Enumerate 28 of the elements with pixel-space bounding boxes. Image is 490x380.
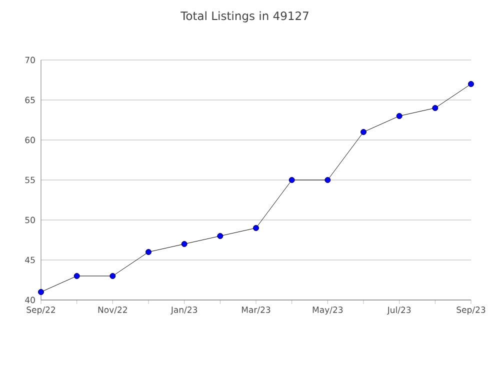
point: [432, 105, 438, 111]
point: [110, 273, 116, 279]
point: [217, 233, 224, 239]
point: [38, 289, 44, 295]
point: [360, 129, 366, 135]
y-tick-label: 55: [25, 176, 35, 184]
x-tick-label: Nov/22: [98, 306, 127, 314]
point: [146, 249, 152, 255]
point: [324, 177, 331, 183]
y-tick-label: 65: [25, 96, 35, 104]
chart-title: Total Listings in 49127: [180, 11, 308, 22]
x-tick-label: Jul/23: [386, 306, 411, 315]
x-tick-label: Jan/23: [170, 306, 198, 315]
point: [74, 273, 80, 279]
x-tick-label: May/23: [312, 306, 343, 315]
point: [181, 241, 188, 247]
point: [396, 113, 402, 119]
y-tick-label: 40: [25, 296, 35, 304]
x-tick-label: Mar/23: [242, 306, 270, 314]
point: [468, 81, 474, 87]
point: [288, 177, 295, 183]
x-tick-label: Sep/22: [26, 306, 56, 315]
y-tick-label: 60: [25, 136, 35, 144]
y-tick-label: 45: [25, 256, 35, 264]
y-tick-label: 50: [25, 216, 35, 224]
y-tick-label: 70: [25, 56, 35, 64]
x-tick-label: Sep/23: [456, 306, 486, 315]
point: [253, 225, 259, 231]
